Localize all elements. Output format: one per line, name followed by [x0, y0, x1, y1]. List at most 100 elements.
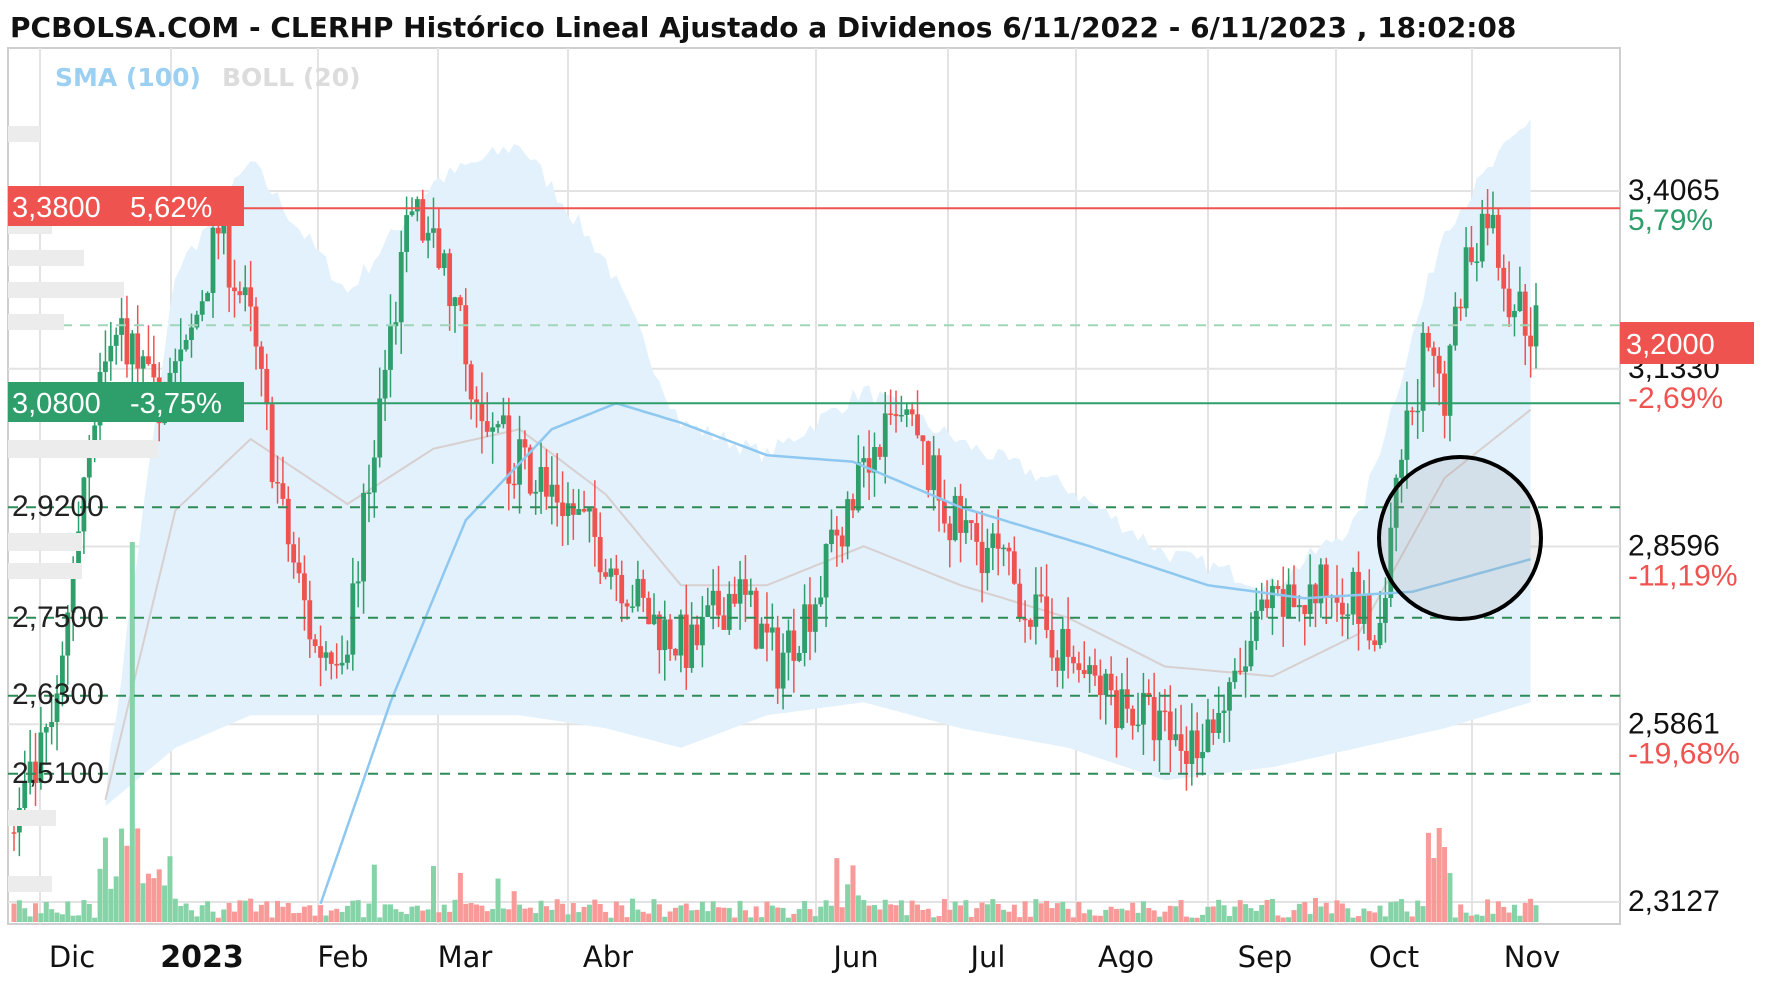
- boll-indicator-label: BOLL (20): [222, 63, 361, 92]
- candle-body: [732, 593, 738, 604]
- candle-body: [560, 502, 565, 517]
- volume-bar: [1463, 912, 1469, 922]
- volume-bar: [818, 906, 824, 922]
- volume-bar: [990, 899, 996, 922]
- candle-body: [1011, 551, 1017, 584]
- candle-body: [441, 253, 447, 268]
- candle-body: [318, 646, 323, 658]
- volume-bar: [1431, 858, 1437, 922]
- volume-bar: [156, 869, 162, 922]
- candle-body: [753, 590, 759, 649]
- volume-bar: [1130, 902, 1136, 922]
- candle-body: [1286, 584, 1292, 617]
- candle-body: [1431, 347, 1437, 356]
- volume-bar: [291, 913, 297, 922]
- candle-body: [1243, 666, 1248, 672]
- candle-body: [635, 578, 641, 607]
- candle-body: [339, 662, 345, 666]
- volume-bar: [242, 900, 248, 922]
- candle-body: [942, 500, 947, 524]
- candle-body: [549, 484, 555, 497]
- volume-bar: [377, 917, 383, 922]
- volume-bar: [941, 899, 947, 922]
- candle-body: [898, 414, 904, 417]
- volume-bar: [850, 865, 856, 922]
- volume-bar: [1157, 916, 1163, 922]
- candle-body: [92, 425, 98, 442]
- candle-body: [780, 652, 786, 689]
- volume-bar: [119, 828, 125, 922]
- volume-bar: [1458, 904, 1464, 922]
- volume-bar: [716, 907, 722, 922]
- candle-body: [990, 533, 996, 548]
- volume-bar: [264, 901, 270, 922]
- volume-bar: [1124, 910, 1130, 922]
- candle-body: [124, 318, 130, 365]
- candle-body: [533, 491, 539, 494]
- candle-body: [1087, 665, 1093, 675]
- volume-bar: [1269, 898, 1275, 922]
- candle-body: [1205, 719, 1211, 753]
- volume-bar: [162, 885, 168, 922]
- volume-bar: [339, 911, 345, 922]
- candle-body: [1248, 640, 1254, 667]
- volume-bar: [393, 909, 399, 922]
- volume-bar: [452, 899, 458, 922]
- candle-body: [253, 306, 259, 347]
- candle-body: [468, 364, 474, 400]
- candle-body: [345, 654, 350, 663]
- volume-bar: [1517, 915, 1523, 922]
- volume-bar: [102, 837, 108, 922]
- volume-bar: [834, 858, 840, 922]
- volume-bar: [1038, 903, 1044, 922]
- volume-bar: [533, 913, 539, 922]
- candle-body: [726, 593, 732, 630]
- candle-body: [269, 404, 275, 482]
- candle-body: [1490, 214, 1496, 229]
- candle-body: [699, 616, 705, 646]
- volume-bar: [915, 904, 921, 922]
- candle-body: [108, 345, 114, 362]
- volume-bar: [97, 868, 103, 922]
- volume-bar: [576, 912, 582, 922]
- candle-body: [1474, 261, 1480, 263]
- candle-body: [608, 568, 614, 577]
- candle-body: [1399, 459, 1404, 478]
- current-price-value: 3,2000: [1626, 329, 1715, 361]
- volume-bar: [1033, 899, 1039, 922]
- level-label-2630: 2,6300: [12, 678, 104, 711]
- candle-body: [1485, 213, 1490, 229]
- candle-body: [1033, 594, 1039, 627]
- volume-bar: [16, 900, 22, 922]
- right-axis-pct: 5,79%: [1628, 204, 1713, 237]
- candle-body: [129, 333, 135, 365]
- volume-bar: [1243, 904, 1249, 922]
- volume-bar: [269, 917, 275, 922]
- volume-bar: [420, 910, 426, 922]
- candle-body: [1173, 734, 1179, 741]
- volume-bar: [1468, 915, 1474, 922]
- right-axis-pct: -11,19%: [1628, 560, 1738, 593]
- candle-body: [312, 639, 318, 647]
- candle-body: [1108, 673, 1114, 691]
- volume-bar: [1087, 909, 1093, 922]
- volume-bar: [1011, 904, 1017, 922]
- volume-bar: [979, 902, 985, 922]
- volume-bar: [468, 903, 474, 922]
- candle-body: [581, 509, 587, 512]
- x-axis-label: Mar: [438, 940, 493, 974]
- volume-bar: [237, 900, 243, 922]
- candle-body: [1162, 710, 1168, 713]
- volume-bar: [1060, 901, 1066, 922]
- candle-body: [1302, 605, 1308, 615]
- candle-body: [393, 322, 399, 327]
- volume-bar: [135, 828, 141, 922]
- chart-title: PCBOLSA.COM - CLERHP Histórico Lineal Aj…: [10, 11, 1516, 44]
- volume-bar: [474, 904, 480, 922]
- candle-body: [936, 455, 942, 501]
- candle-body: [603, 572, 608, 577]
- volume-bar: [1307, 914, 1313, 922]
- candle-body: [839, 535, 845, 547]
- volume-bar: [490, 909, 496, 922]
- volume-bar: [1361, 908, 1367, 922]
